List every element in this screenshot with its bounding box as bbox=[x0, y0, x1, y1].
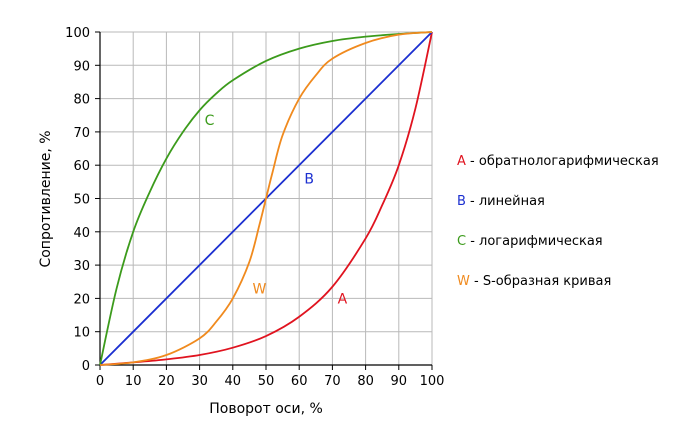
legend-description-w: - S-образная кривая bbox=[470, 274, 611, 289]
x-tick-label-80: 80 bbox=[357, 374, 374, 389]
legend-item-c: C - логарифмическая bbox=[457, 234, 603, 249]
legend-letter-a: A bbox=[457, 154, 466, 169]
x-tick-label-100: 100 bbox=[420, 374, 445, 389]
legend-item-w: W - S-образная кривая bbox=[457, 274, 611, 289]
x-tick-label-40: 40 bbox=[225, 374, 242, 389]
curve-w bbox=[99, 31, 433, 366]
curve-label-w: W bbox=[252, 281, 266, 297]
curves bbox=[99, 31, 433, 366]
legend-description-b: - линейная bbox=[466, 194, 545, 209]
legend-letter-c: C bbox=[457, 234, 466, 249]
y-tick-label-0: 0 bbox=[82, 359, 90, 374]
y-axis-title: Сопротивление, % bbox=[38, 130, 54, 267]
x-tick-label-50: 50 bbox=[258, 374, 275, 389]
x-tick-label-70: 70 bbox=[324, 374, 341, 389]
y-tick-label-80: 80 bbox=[73, 93, 90, 108]
x-tick-labels: 0 10 20 30 40 50 60 70 80 90 100 bbox=[96, 374, 445, 389]
curve-a bbox=[99, 31, 433, 366]
y-tick-label-40: 40 bbox=[73, 226, 90, 241]
y-tick-label-100: 100 bbox=[65, 26, 90, 41]
curve-c bbox=[99, 31, 433, 366]
curve-labels: A B C W bbox=[205, 113, 348, 307]
y-tick-labels: 0 10 20 30 40 50 60 70 80 90 100 bbox=[65, 26, 90, 374]
y-tick-label-30: 30 bbox=[73, 259, 90, 274]
x-tick-label-20: 20 bbox=[158, 374, 175, 389]
curve-label-a: A bbox=[338, 291, 348, 307]
legend-letter-b: B bbox=[457, 194, 466, 209]
x-tick-label-0: 0 bbox=[96, 374, 104, 389]
x-axis-title: Поворот оси, % bbox=[209, 401, 323, 417]
curve-label-c: C bbox=[205, 113, 215, 129]
y-tick-label-90: 90 bbox=[73, 59, 90, 74]
y-tick-label-10: 10 bbox=[73, 326, 90, 341]
y-tick-label-60: 60 bbox=[73, 159, 90, 174]
y-tick-label-50: 50 bbox=[73, 193, 90, 208]
curve-label-b: B bbox=[304, 172, 314, 188]
legend-description-c: - логарифмическая bbox=[466, 234, 603, 249]
x-tick-label-90: 90 bbox=[391, 374, 408, 389]
x-tick-label-10: 10 bbox=[125, 374, 142, 389]
legend-letter-w: W bbox=[457, 274, 470, 289]
y-tick-label-20: 20 bbox=[73, 292, 90, 307]
legend-item-b: B - линейная bbox=[457, 194, 545, 209]
x-tick-label-30: 30 bbox=[191, 374, 208, 389]
legend: A - обратнологарифмическая B - линейная C … bbox=[457, 154, 659, 289]
legend-description-a: - обратнологарифмическая bbox=[466, 154, 659, 169]
y-tick-label-70: 70 bbox=[73, 126, 90, 141]
axes bbox=[95, 31, 433, 370]
x-tick-label-60: 60 bbox=[291, 374, 308, 389]
legend-item-a: A - обратнологарифмическая bbox=[457, 154, 659, 169]
